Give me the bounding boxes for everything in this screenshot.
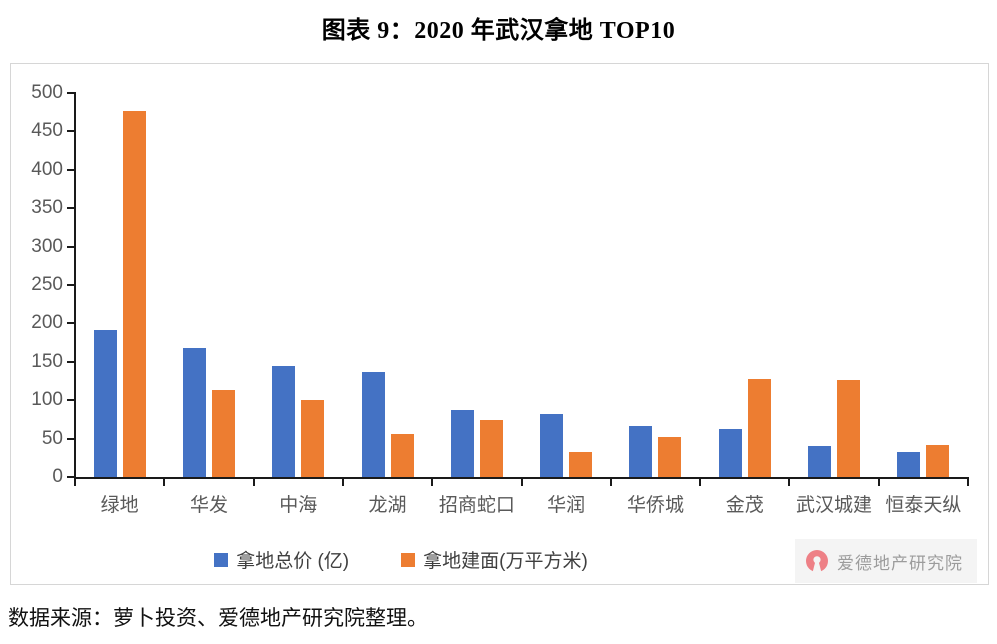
bar-area-4 xyxy=(479,420,503,477)
x-axis-tick xyxy=(699,479,702,486)
watermark-text: 爱德地产研究院 xyxy=(837,553,963,573)
x-axis-category-label: 中海 xyxy=(279,495,318,516)
bar-area-6 xyxy=(658,437,682,477)
aide-research-logo-icon xyxy=(805,549,829,573)
bar-area-7 xyxy=(747,379,771,477)
x-axis-category-label: 华侨城 xyxy=(626,495,684,516)
watermark: 爱德地产研究院 xyxy=(795,539,977,583)
x-axis-tick xyxy=(431,479,434,486)
x-axis-category-label: 招商蛇口 xyxy=(438,495,515,516)
bar-price-7 xyxy=(718,429,742,477)
bar-area-3 xyxy=(390,433,414,477)
bar-area-9 xyxy=(926,444,950,477)
y-axis-tick xyxy=(67,437,75,440)
x-axis-tick xyxy=(341,479,344,486)
bar-area-5 xyxy=(569,451,593,477)
x-axis-tick xyxy=(520,479,523,486)
x-axis-tick xyxy=(877,479,880,486)
chart-frame: 0 50 100 150 200 250 300 350 400 450 500 绿地 华发 中海 龙湖 招商… xyxy=(10,63,989,585)
y-axis-tick xyxy=(67,322,75,325)
y-axis-tick xyxy=(67,207,75,210)
x-axis-category-label: 龙湖 xyxy=(368,495,407,516)
bar-price-3 xyxy=(361,371,385,477)
bar-price-4 xyxy=(450,410,474,477)
legend-item-land-price: 拿地总价 (亿) xyxy=(214,546,349,573)
x-axis-category-label: 恒泰天纵 xyxy=(885,495,962,516)
bar-price-8 xyxy=(808,446,832,477)
y-axis-line xyxy=(74,92,76,479)
x-axis-tick xyxy=(609,479,612,486)
y-axis-tick-label: 500 xyxy=(31,82,63,103)
y-axis-tick-label: 450 xyxy=(31,120,63,142)
legend-label-land-area: 拿地建面(万平方米) xyxy=(423,551,588,572)
legend-item-land-area: 拿地建面(万平方米) xyxy=(401,546,588,573)
x-axis-category-label: 金茂 xyxy=(725,495,764,516)
x-axis-tick xyxy=(788,479,791,486)
chart-title: 图表 9：2020 年武汉拿地 TOP10 xyxy=(321,18,676,44)
y-axis-tick-label: 350 xyxy=(31,197,63,219)
x-axis-tick xyxy=(967,479,969,486)
y-axis-tick xyxy=(67,360,75,363)
x-axis-category-label: 华发 xyxy=(189,495,228,516)
bar-area-2 xyxy=(301,400,325,477)
y-axis-tick xyxy=(67,399,75,402)
x-axis-tick xyxy=(163,479,166,486)
y-axis-tick xyxy=(67,284,75,286)
bar-price-9 xyxy=(897,451,921,477)
y-axis-tick xyxy=(67,168,75,171)
plot-area: 0 50 100 150 200 250 300 350 400 450 500 绿地 华发 中海 龙湖 招商… xyxy=(11,64,988,584)
bar-area-1 xyxy=(211,390,235,477)
y-axis-tick-label: 200 xyxy=(31,312,63,334)
y-axis-tick-label: 250 xyxy=(31,274,63,295)
x-axis-category-label: 武汉城建 xyxy=(796,495,873,516)
legend: 拿地总价 (亿) 拿地建面(万平方米) xyxy=(41,546,761,573)
bar-area-8 xyxy=(837,380,861,477)
bar-price-0 xyxy=(93,329,117,477)
y-axis-tick-label: 100 xyxy=(31,389,63,411)
y-axis-tick-label: 300 xyxy=(31,235,63,257)
y-axis-tick xyxy=(67,130,75,133)
bar-price-6 xyxy=(629,426,653,477)
bar-price-5 xyxy=(540,414,564,477)
bar-area-0 xyxy=(122,111,146,477)
y-axis-tick-label: 0 xyxy=(52,466,63,487)
bar-price-2 xyxy=(272,366,296,477)
y-axis-tick-label: 150 xyxy=(31,350,63,372)
legend-label-land-price: 拿地总价 (亿) xyxy=(236,551,350,572)
x-axis-tick xyxy=(74,479,76,486)
x-axis-category-label: 华润 xyxy=(547,495,586,516)
source-note: 数据来源：萝卜投资、爱德地产研究院整理。 xyxy=(8,606,428,630)
bar-price-1 xyxy=(182,347,206,477)
y-axis-tick xyxy=(67,245,75,248)
y-axis-tick xyxy=(67,92,75,94)
y-axis-tick-label: 400 xyxy=(31,158,63,180)
y-axis-tick-label: 50 xyxy=(41,427,63,449)
x-axis-tick xyxy=(252,479,255,486)
x-axis-line xyxy=(74,477,969,479)
y-axis-tick xyxy=(67,476,75,478)
legend-swatch-orange-icon xyxy=(401,552,416,567)
x-axis-category-label: 绿地 xyxy=(100,495,139,516)
legend-swatch-blue-icon xyxy=(214,552,229,567)
